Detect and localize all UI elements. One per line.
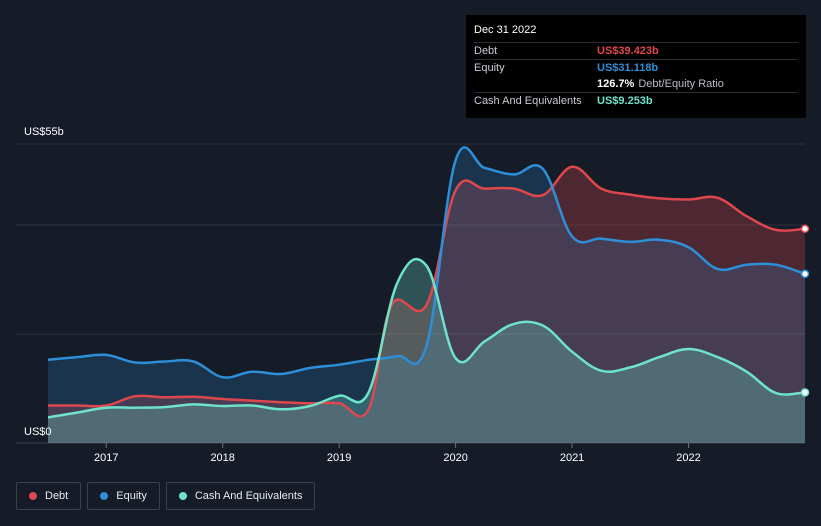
legend-label-cash: Cash And Equivalents (194, 490, 303, 502)
x-tick-label-2020: 2020 (443, 452, 467, 464)
tooltip-panel: Dec 31 2022 Debt US$39.423b Equity US$31… (466, 15, 806, 118)
legend-label-equity: Equity (116, 490, 147, 502)
x-axis: 2017 2018 2019 2020 2021 2022 (94, 443, 701, 464)
tooltip-row-cash: Cash And Equivalents US$9.253b (474, 92, 798, 109)
legend-dot-debt (29, 492, 37, 500)
legend-item-equity[interactable]: Equity (87, 482, 160, 510)
cash-area (48, 259, 805, 443)
legend-dot-cash (178, 492, 187, 500)
legend-item-debt[interactable]: Debt (16, 482, 82, 510)
tooltip-date: Dec 31 2022 (474, 24, 537, 36)
debt-area (48, 166, 805, 443)
equity-line (47, 146, 806, 379)
legend-label-debt: Debt (45, 490, 69, 502)
series-endpoints (800, 224, 810, 397)
x-tick-label-2022: 2022 (676, 452, 700, 464)
legend-item-cash[interactable]: Cash And Equivalents (165, 482, 316, 510)
equity-endpoint (800, 269, 810, 279)
tooltip-debt-label: Debt (474, 45, 498, 57)
tooltip-debt-value: US$39.423b (597, 45, 659, 57)
equity-area (48, 147, 805, 443)
series-lines (47, 146, 806, 419)
cash-endpoint (800, 388, 810, 397)
x-tick-label-2021: 2021 (560, 452, 584, 464)
tooltip-row-ratio: 126.7% Debt/Equity Ratio (474, 76, 798, 92)
tooltip-cash-label: Cash And Equivalents (474, 95, 582, 107)
legend: Debt Equity Cash And Equivalents (16, 482, 316, 510)
cash-line (47, 257, 806, 419)
tooltip-ratio-value: 126.7% (597, 78, 635, 90)
x-tick-label-2019: 2019 (327, 452, 351, 464)
y-axis-top-label: US$55b (24, 126, 64, 138)
debt-line (48, 165, 806, 418)
tooltip-equity-value: US$31.118b (597, 62, 659, 74)
tooltip-equity-label: Equity (474, 62, 505, 74)
x-tick-label-2017: 2017 (94, 452, 118, 464)
tooltip-ratio-label: Debt/Equity Ratio (638, 78, 724, 90)
grid-lines (16, 143, 805, 444)
tooltip-row-debt: Debt US$39.423b (474, 42, 798, 59)
legend-dot-equity (100, 492, 109, 500)
x-tick-label-2018: 2018 (210, 452, 234, 464)
series-areas (48, 147, 805, 443)
y-axis-bottom-label: US$0 (24, 426, 52, 438)
tooltip-row-equity: Equity US$31.118b (474, 59, 798, 76)
tooltip-cash-value: US$9.253b (597, 95, 653, 107)
debt-endpoint (800, 224, 810, 234)
